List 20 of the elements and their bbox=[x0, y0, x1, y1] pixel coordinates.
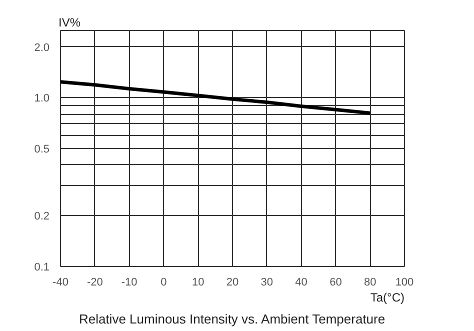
y-axis-title: IV% bbox=[58, 16, 81, 30]
y-tick-label: 2.0 bbox=[34, 42, 50, 54]
y-tick-label: 0.1 bbox=[34, 262, 50, 274]
x-tick-label: 20 bbox=[226, 276, 239, 288]
x-tick-label: -10 bbox=[121, 276, 138, 288]
y-tick-label: 0.5 bbox=[34, 144, 50, 156]
x-tick-label: 10 bbox=[192, 276, 204, 288]
line-series bbox=[60, 80, 372, 115]
x-tick-label: 60 bbox=[330, 276, 342, 288]
x-tick-label: -20 bbox=[86, 276, 103, 288]
x-tick-label: 0 bbox=[160, 276, 167, 288]
text: Relative Luminous Intensity vs. Ambient Temperature bbox=[78, 312, 386, 326]
x-axis-title: Ta(°C) bbox=[370, 290, 405, 304]
x-tick-label: -40 bbox=[52, 276, 68, 288]
y-tick-label: 1.0 bbox=[34, 92, 50, 105]
x-tick-label: 30 bbox=[260, 276, 274, 288]
y-tick-label: 0.2 bbox=[34, 210, 50, 223]
x-tick-label: 80 bbox=[364, 276, 376, 288]
x-tick-label: 100 bbox=[395, 276, 414, 288]
x-tick-label: 40 bbox=[295, 276, 308, 288]
